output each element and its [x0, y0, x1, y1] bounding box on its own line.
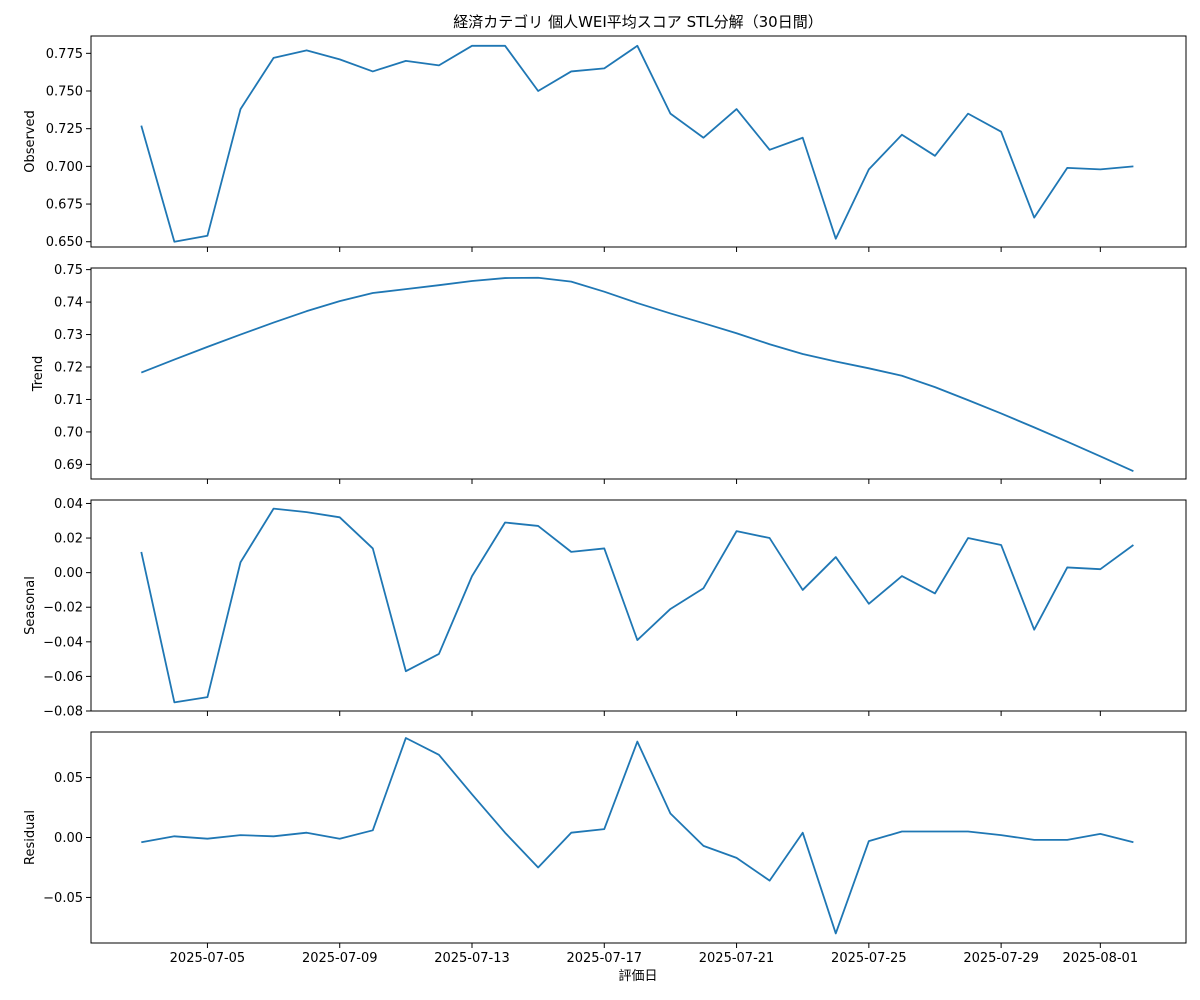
y-tick-label: 0.72 — [54, 361, 83, 376]
series-line-observed — [140, 44, 1134, 243]
x-tick-label: 2025-07-13 — [434, 951, 510, 966]
y-tick-label: 0.725 — [46, 122, 83, 137]
y-tick-label: −0.08 — [43, 705, 83, 720]
y-tick-label: 0.04 — [54, 497, 83, 512]
x-tick-label: 2025-07-25 — [831, 951, 907, 966]
y-tick-label: 0.00 — [54, 566, 83, 581]
y-tick-label: 0.02 — [54, 532, 83, 547]
series-line-seasonal — [140, 507, 1134, 704]
axes-frame — [90, 499, 1187, 712]
y-tick-label: −0.05 — [43, 891, 83, 906]
y-tick-label: −0.04 — [43, 635, 83, 650]
axes-frame — [90, 267, 1187, 480]
y-tick-label: 0.750 — [46, 85, 83, 100]
y-tick-label: 0.650 — [46, 235, 83, 250]
panel-observed: Observed 0.650 0.675 0.700 0.725 0.750 0.775 — [23, 35, 1187, 252]
x-tick-label: 2025-07-09 — [302, 951, 378, 966]
y-tick-label: −0.02 — [43, 601, 83, 616]
y-tick-label: 0.775 — [46, 47, 83, 62]
y-tick-label: 0.75 — [54, 263, 83, 278]
x-axis-ticks: 2025-07-05 2025-07-09 2025-07-13 2025-07-17… — [170, 951, 1138, 966]
y-tick-label: 0.73 — [54, 328, 83, 343]
series-line-trend — [140, 276, 1134, 473]
ylabel-residual: Residual — [23, 810, 38, 865]
ylabel-observed: Observed — [23, 110, 38, 173]
chart-title: 経済カテゴリ 個人WEI平均スコア STL分解（30日間） — [453, 13, 822, 31]
y-tick-label: 0.74 — [54, 296, 83, 311]
ylabel-seasonal: Seasonal — [23, 576, 38, 635]
series-line-residual — [141, 737, 1134, 935]
y-tick-label: 0.71 — [54, 393, 83, 408]
y-tick-label: −0.06 — [43, 670, 83, 685]
ylabel-trend: Trend — [31, 356, 46, 393]
panel-residual: Residual −0.05 0.00 0.05 — [23, 731, 1187, 948]
y-tick-label: 0.05 — [54, 771, 83, 786]
y-tick-label: 0.70 — [54, 425, 83, 440]
x-tick-label: 2025-08-01 — [1063, 951, 1139, 966]
x-tick-label: 2025-07-29 — [963, 951, 1039, 966]
axes-frame — [90, 35, 1187, 248]
y-tick-label: 0.700 — [46, 160, 83, 175]
panel-seasonal: Seasonal −0.08 −0.06 −0.04 −0.02 0.00 0.02 0.0… — [23, 497, 1187, 720]
y-tick-label: 0.69 — [54, 458, 83, 473]
x-tick-label: 2025-07-05 — [170, 951, 246, 966]
x-axis-label: 評価日 — [618, 969, 657, 984]
y-tick-label: 0.00 — [54, 831, 83, 846]
y-tick-label: 0.675 — [46, 198, 83, 213]
x-tick-label: 2025-07-21 — [699, 951, 775, 966]
panel-trend: Trend 0.69 0.70 0.71 0.72 0.73 0.74 0.75 — [31, 263, 1187, 484]
x-tick-label: 2025-07-17 — [566, 951, 642, 966]
